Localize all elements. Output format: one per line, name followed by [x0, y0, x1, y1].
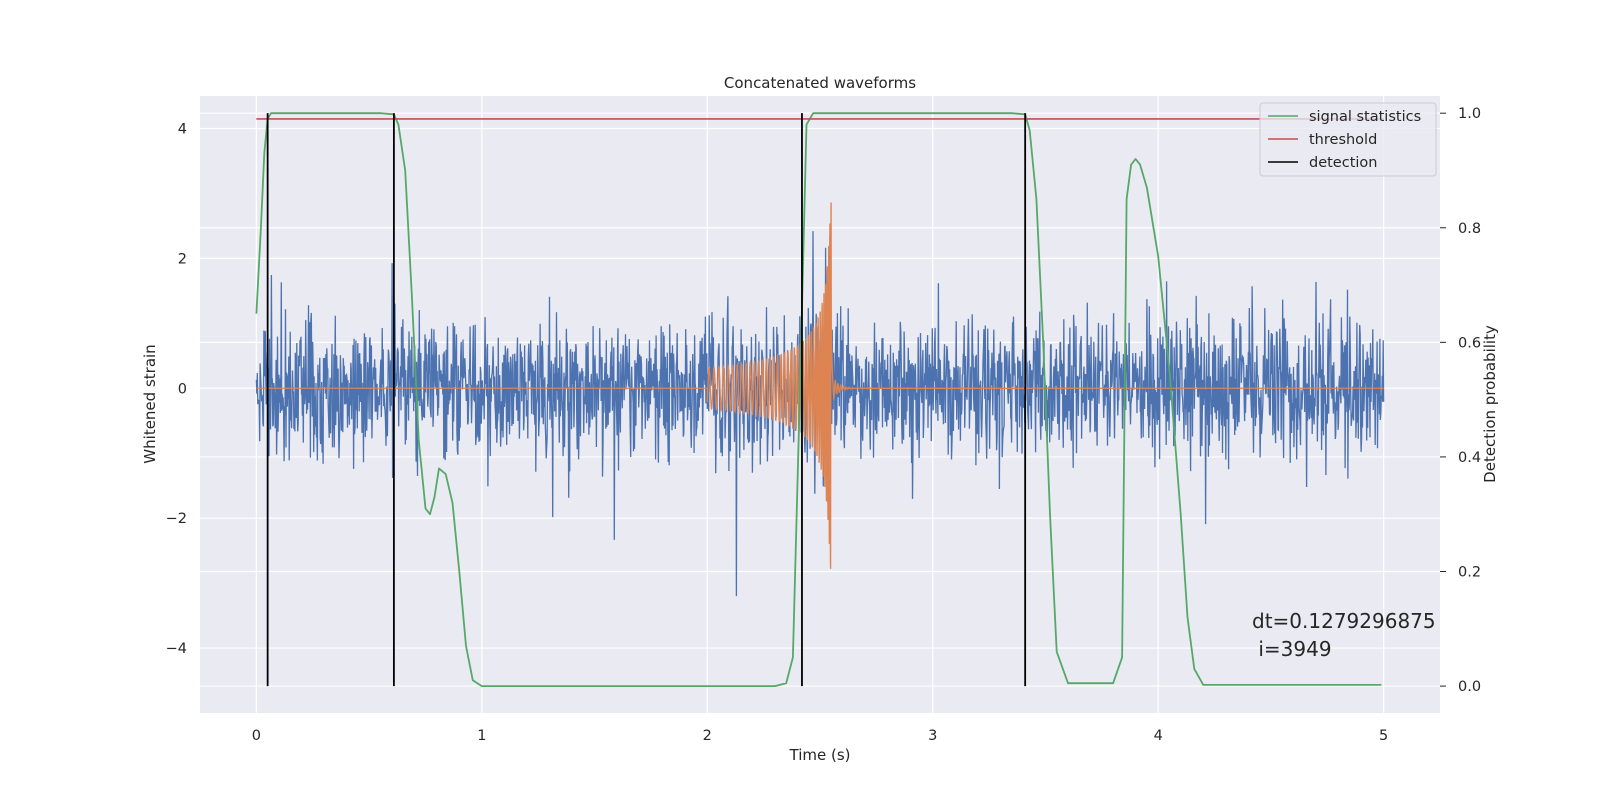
- legend-label-signal-statistics: signal statistics: [1309, 109, 1421, 125]
- x-tick-label: 2: [703, 728, 712, 744]
- y-right-tick-label: 0.4: [1458, 450, 1481, 466]
- y-tick-label: 4: [178, 121, 187, 137]
- y-right-tick-label: 0.6: [1458, 335, 1481, 351]
- x-tick-label: 3: [928, 728, 937, 744]
- y-right-tick-label: 1.0: [1458, 106, 1481, 122]
- y-axis-label-right: Detection probability: [1481, 325, 1499, 483]
- y-tick-label: 0: [178, 381, 187, 397]
- x-tick-label: 4: [1154, 728, 1163, 744]
- y-right-tick-label: 0.2: [1458, 564, 1481, 580]
- legend-box: [1259, 102, 1437, 177]
- y-tick-label: −4: [166, 641, 187, 657]
- chart-title: Concatenated waveforms: [724, 74, 916, 92]
- legend: signal statistics threshold detection: [1259, 102, 1437, 177]
- x-axis-label: Time (s): [789, 746, 851, 764]
- legend-label-threshold: threshold: [1309, 132, 1377, 148]
- y-right-tick-label: 0.8: [1458, 221, 1481, 237]
- y-tick-label: 2: [178, 251, 187, 267]
- y-axis-label: Whitened strain: [141, 344, 159, 463]
- annotation-dt: dt=0.1279296875: [1252, 609, 1436, 633]
- series-layer: [255, 112, 1385, 687]
- y-right-tick-label: 0.0: [1458, 679, 1481, 695]
- series-signal-statistics: [255, 112, 1382, 687]
- series-injected-chirp: [256, 202, 1384, 569]
- x-tick-label: 0: [252, 728, 261, 744]
- tick-labels: 0 1 2 3 4 5 −4 −2 0 2 4 0.0 0.2 0.4 0.6 0.8 1.0: [166, 106, 1481, 744]
- y-tick-label: −2: [166, 511, 187, 527]
- x-tick-label: 5: [1379, 728, 1388, 744]
- annotation-i: i=3949: [1252, 637, 1332, 661]
- legend-label-detection: detection: [1309, 155, 1377, 171]
- x-tick-label: 1: [477, 728, 486, 744]
